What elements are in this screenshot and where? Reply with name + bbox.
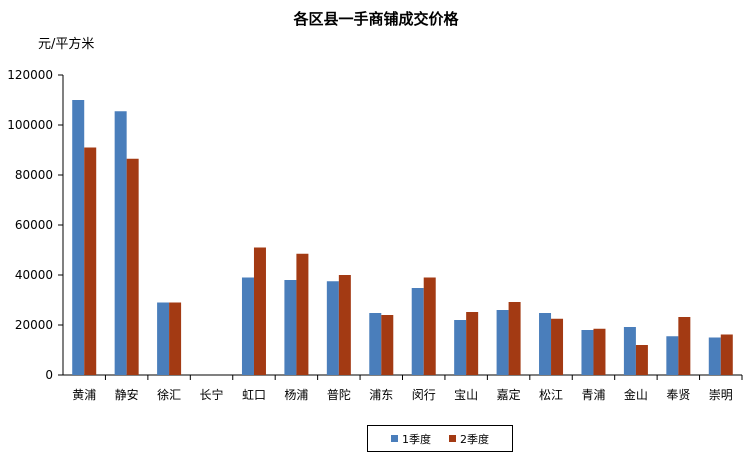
x-tick-label: 宝山 — [454, 388, 478, 402]
y-tick-label: 60000 — [15, 218, 53, 232]
x-tick-label: 黄浦 — [72, 388, 96, 402]
x-tick-label: 杨浦 — [284, 387, 308, 402]
bar-q2 — [678, 317, 691, 375]
x-tick-label: 虹口 — [242, 388, 266, 402]
x-tick-label: 静安 — [115, 387, 139, 402]
bar-q2 — [423, 277, 436, 375]
bar-q1 — [241, 277, 254, 375]
y-tick-label: 100000 — [7, 118, 53, 132]
bar-q1 — [496, 310, 509, 375]
legend-label-q1: 1季度 — [402, 432, 431, 446]
bar-q1 — [72, 100, 85, 375]
bar-q2 — [169, 302, 182, 375]
y-tick-label: 0 — [45, 368, 53, 382]
bar-q1 — [411, 288, 424, 375]
bar-q2 — [381, 315, 394, 375]
chart-title: 各区县一手商铺成交价格 — [293, 10, 459, 28]
legend-item-q1: 1季度 — [391, 431, 431, 447]
bar-q1 — [454, 320, 467, 375]
bar-q1 — [581, 330, 594, 375]
bar-q2 — [296, 253, 309, 375]
bar-q1 — [284, 280, 297, 375]
bar-q1 — [114, 111, 127, 375]
x-tick-label: 徐汇 — [157, 387, 181, 402]
bar-q2 — [466, 312, 479, 375]
bar-q1 — [326, 281, 339, 375]
x-tick-label: 普陀 — [327, 387, 351, 402]
y-tick-label: 40000 — [15, 268, 53, 282]
bar-q1 — [666, 336, 679, 375]
x-tick-label: 松江 — [539, 388, 563, 402]
bar-q2 — [508, 302, 521, 375]
y-axis-unit-label: 元/平方米 — [38, 37, 95, 52]
bar-q2 — [720, 334, 733, 375]
bar-q1 — [708, 337, 721, 375]
legend-item-q2: 2季度 — [449, 431, 489, 447]
legend-swatch-q2 — [449, 435, 456, 442]
x-tick-label: 青浦 — [581, 388, 605, 402]
bar-q2 — [635, 345, 648, 375]
legend-swatch-q1 — [391, 435, 398, 442]
x-tick-label: 浦东 — [369, 388, 393, 402]
x-tick-label: 闵行 — [412, 387, 436, 402]
y-tick-label: 80000 — [15, 168, 53, 182]
bar-q2 — [84, 147, 97, 375]
x-tick-label: 崇明 — [709, 388, 733, 402]
legend: 1季度 2季度 — [367, 425, 513, 452]
legend-label-q2: 2季度 — [460, 432, 489, 446]
bar-q1 — [623, 327, 636, 375]
bar-q2 — [551, 318, 564, 375]
bar-q2 — [338, 275, 351, 375]
bar-q2 — [593, 328, 606, 375]
x-tick-label: 金山 — [624, 387, 648, 402]
y-tick-label: 20000 — [15, 318, 53, 332]
bar-q1 — [539, 313, 552, 375]
x-tick-label: 长宁 — [200, 387, 224, 402]
bar-q2 — [126, 158, 139, 375]
bar-q2 — [253, 247, 266, 375]
x-tick-label: 奉贤 — [666, 388, 690, 402]
bar-q1 — [369, 313, 382, 375]
bar-q1 — [157, 302, 170, 375]
y-tick-label: 120000 — [7, 68, 53, 82]
x-tick-label: 嘉定 — [497, 387, 521, 402]
